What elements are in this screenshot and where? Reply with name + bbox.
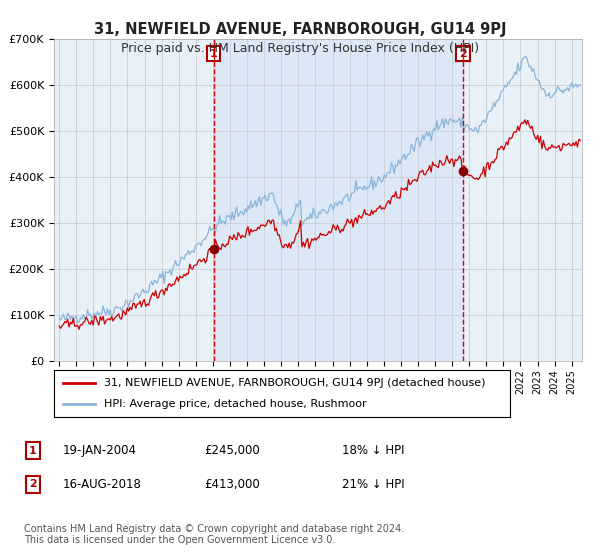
Bar [214, 39, 463, 361]
Text: 18% ↓ HPI: 18% ↓ HPI [342, 444, 404, 458]
Text: £245,000: £245,000 [204, 444, 260, 458]
Text: 1: 1 [29, 446, 37, 456]
Text: Price paid vs. HM Land Registry's House Price Index (HPI): Price paid vs. HM Land Registry's House … [121, 42, 479, 55]
Text: HPI: Average price, detached house, Rushmoor: HPI: Average price, detached house, Rush… [104, 399, 367, 409]
Text: 1: 1 [210, 49, 218, 59]
Text: 19-JAN-2004: 19-JAN-2004 [63, 444, 137, 458]
Text: 31, NEWFIELD AVENUE, FARNBOROUGH, GU14 9PJ (detached house): 31, NEWFIELD AVENUE, FARNBOROUGH, GU14 9… [104, 378, 485, 388]
Text: Contains HM Land Registry data © Crown copyright and database right 2024.
This d: Contains HM Land Registry data © Crown c… [24, 524, 404, 545]
Text: 2: 2 [459, 49, 467, 59]
Text: 16-AUG-2018: 16-AUG-2018 [63, 478, 142, 491]
Text: 2: 2 [29, 479, 37, 489]
Text: 21% ↓ HPI: 21% ↓ HPI [342, 478, 404, 491]
Text: £413,000: £413,000 [204, 478, 260, 491]
Text: 31, NEWFIELD AVENUE, FARNBOROUGH, GU14 9PJ: 31, NEWFIELD AVENUE, FARNBOROUGH, GU14 9… [94, 22, 506, 38]
